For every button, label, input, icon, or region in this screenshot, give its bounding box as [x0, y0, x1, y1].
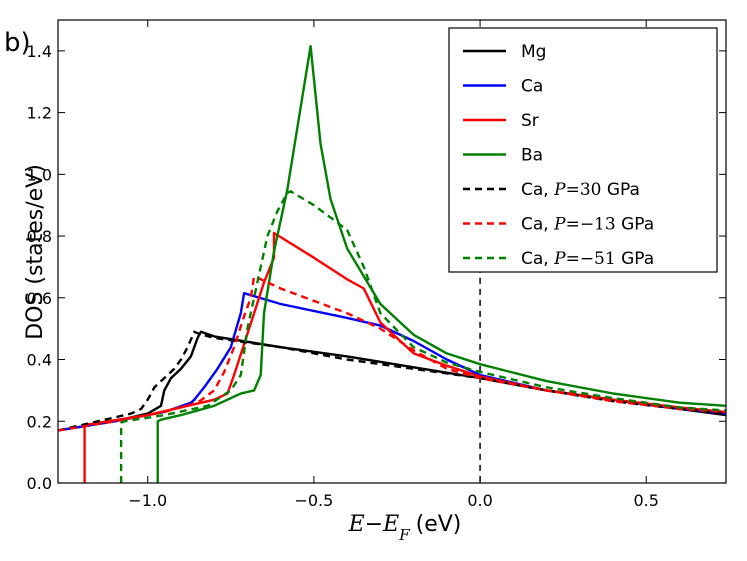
y-tick-label: 0.0 [27, 474, 52, 493]
x-tick-label: 0.0 [467, 491, 492, 510]
series-line-ba [156, 45, 726, 483]
legend-label-ca: Ca [521, 77, 543, 97]
y-tick-label: 1.4 [27, 42, 52, 61]
y-axis-ticks: 0.0 0.2 0.4 0.6 0.8 1.0 1.2 1.4 [27, 42, 726, 493]
y-tick-label: 1.0 [27, 165, 52, 184]
panel-label: b) [4, 28, 31, 58]
y-tick-label: 1.2 [27, 104, 52, 123]
series-line-ca-13 [58, 275, 726, 432]
legend-label-ca-13: Ca, P=−13 GPa [521, 215, 654, 235]
y-tick-label: 0.2 [27, 412, 52, 431]
legend-box [448, 27, 718, 273]
x-tick-label: 0.5 [634, 491, 659, 510]
legend-label-ca-51: Ca, P=−51 GPa [521, 249, 654, 269]
legend-label-ca30: Ca, P=30 GPa [521, 180, 640, 200]
legend-label-mg: Mg [521, 42, 546, 62]
series-group [58, 45, 726, 483]
plot-frame [57, 19, 727, 484]
x-tick-label: −0.5 [294, 491, 333, 510]
x-axis-ticks: −1.0 −0.5 0.0 0.5 [128, 20, 659, 510]
y-axis-label: DOS (states/eV) [23, 164, 48, 340]
series-line-ca-51 [119, 190, 726, 483]
series-line-ca30 [58, 330, 726, 432]
y-tick-label: 0.6 [27, 289, 52, 308]
y-tick-label: 0.8 [27, 227, 52, 246]
legend: Mg Ca Sr Ba Ca, P=30 GPa Ca, P=−13 GPa Ca, P=−… [448, 27, 718, 273]
y-tick-label: 0.4 [27, 351, 52, 370]
legend-label-sr: Sr [521, 111, 539, 131]
legend-label-ba: Ba [521, 146, 543, 166]
x-axis-label: E−EF (eV) [348, 512, 462, 544]
x-tick-label: −1.0 [128, 491, 167, 510]
